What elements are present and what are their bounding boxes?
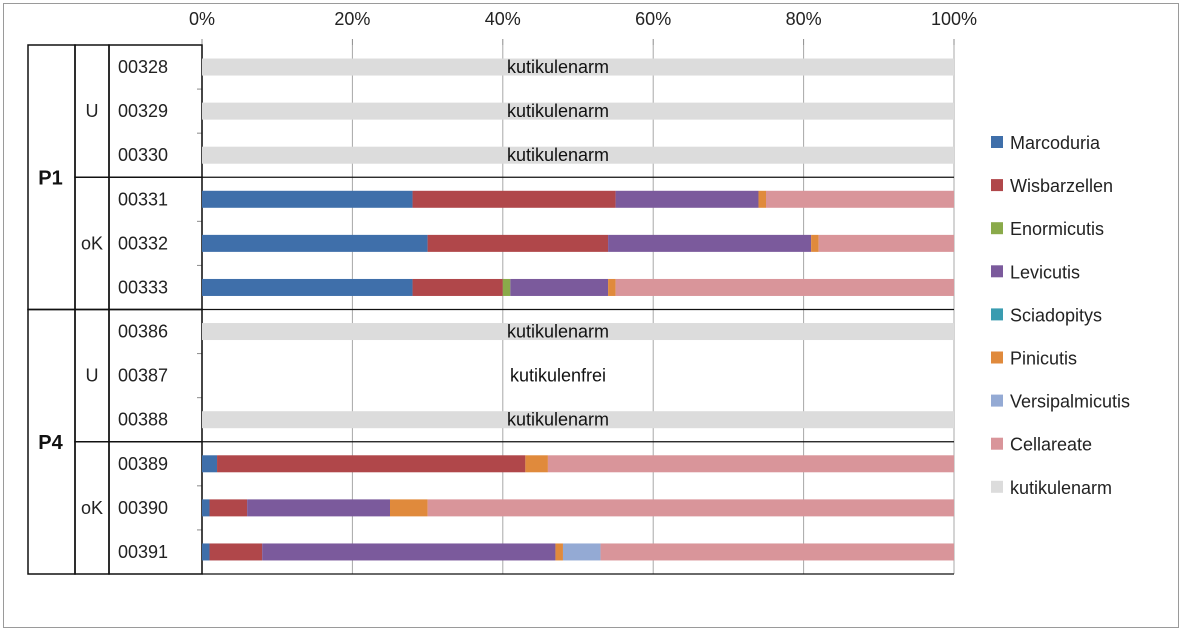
bar-segment-wisbarzellen (217, 455, 526, 473)
subgroup-label: oK (81, 233, 103, 253)
row-label: 00390 (118, 498, 168, 518)
group-label: P4 (38, 432, 63, 454)
bar-segment-wisbarzellen (209, 499, 248, 517)
bar-segment-marcoduria (202, 499, 210, 517)
bar-segment-wisbarzellen (412, 278, 503, 296)
legend-label: Levicutis (1010, 262, 1080, 282)
legend-swatch (991, 179, 1003, 192)
legend-swatch (991, 394, 1003, 407)
group-label: P1 (38, 167, 62, 189)
bar-segment-kutikulenarm (202, 323, 954, 341)
x-tick-label: 60% (635, 9, 671, 29)
legend-swatch (991, 308, 1003, 321)
bar-segment-cellareate (600, 543, 954, 561)
x-tick-label: 100% (931, 9, 977, 29)
legend-swatch (991, 351, 1003, 364)
bar-segment-kutikulenarm (202, 58, 954, 76)
status-label: kutikulenarm (507, 145, 609, 165)
bar-segment-pinicutis (555, 543, 563, 561)
legend-label: kutikulenarm (1010, 478, 1112, 498)
bar-segment-cellareate (547, 455, 954, 473)
row-label: 00386 (118, 322, 168, 342)
bar-segment-levicutis (510, 278, 609, 296)
legend-swatch (991, 222, 1003, 235)
legend-label: Pinicutis (1010, 349, 1077, 369)
bar-segment-pinicutis (608, 278, 616, 296)
subgroup-label: oK (81, 498, 103, 518)
bar-segment-wisbarzellen (209, 543, 263, 561)
status-label: kutikulenarm (507, 57, 609, 77)
bar-segment-kutikulenarm (202, 102, 954, 120)
bar-segment-marcoduria (202, 543, 210, 561)
legend-label: Marcoduria (1010, 133, 1101, 153)
x-tick-label: 0% (189, 9, 215, 29)
bar-segment-kutikulenarm (202, 411, 954, 429)
bar-segment-pinicutis (525, 455, 548, 473)
bar-segment-cellareate (818, 234, 954, 252)
row-label: 00328 (118, 57, 168, 77)
row-label: 00331 (118, 189, 168, 209)
row-label: 00389 (118, 454, 168, 474)
legend-swatch (991, 437, 1003, 450)
bar-segment-levicutis (608, 234, 812, 252)
bar-segment-kutikulenarm (202, 146, 954, 164)
row-label: 00387 (118, 366, 168, 386)
bar-segment-pinicutis (811, 234, 819, 252)
legend-label: Sciadopitys (1010, 305, 1102, 325)
legend-swatch (991, 136, 1003, 148)
status-label: kutikulenarm (507, 322, 609, 342)
bar-segment-marcoduria (202, 234, 428, 252)
subgroup-label: U (86, 101, 99, 121)
bar-segment-pinicutis (758, 190, 766, 208)
bar-segment-marcoduria (202, 190, 413, 208)
row-label: 00333 (118, 277, 168, 297)
bar-segment-wisbarzellen (427, 234, 609, 252)
bar-segment-versipalmicutis (562, 543, 601, 561)
legend-label: Enormicutis (1010, 219, 1104, 239)
subgroup-label: U (86, 366, 99, 386)
legend-label: Versipalmicutis (1010, 392, 1130, 412)
legend-swatch (991, 480, 1003, 493)
row-label: 00388 (118, 410, 168, 430)
row-label: 00332 (118, 233, 168, 253)
bar-segment-cellareate (615, 278, 954, 296)
status-label: kutikulenarm (507, 410, 609, 430)
bar-segment-levicutis (615, 190, 759, 208)
x-tick-label: 20% (334, 9, 370, 29)
bar-segment-cellareate (766, 190, 954, 208)
legend-swatch (991, 265, 1003, 278)
bar-segment-cellareate (427, 499, 955, 517)
bar-segment-marcoduria (202, 455, 218, 473)
bar-segment-levicutis (262, 543, 556, 561)
row-label: 00330 (118, 145, 168, 165)
bar-segment-pinicutis (390, 499, 428, 517)
bar-segment-wisbarzellen (412, 190, 616, 208)
x-tick-label: 80% (786, 9, 822, 29)
status-label: kutikulenfrei (510, 366, 606, 386)
row-label: 00391 (118, 542, 168, 562)
bar-segment-enormicutis (502, 278, 511, 296)
status-label: kutikulenarm (507, 101, 609, 121)
row-label: 00329 (118, 101, 168, 121)
x-tick-label: 40% (485, 9, 521, 29)
bar-segment-levicutis (247, 499, 390, 517)
legend-label: Cellareate (1010, 435, 1092, 455)
bar-segment-marcoduria (202, 278, 413, 296)
legend-label: Wisbarzellen (1010, 176, 1113, 196)
